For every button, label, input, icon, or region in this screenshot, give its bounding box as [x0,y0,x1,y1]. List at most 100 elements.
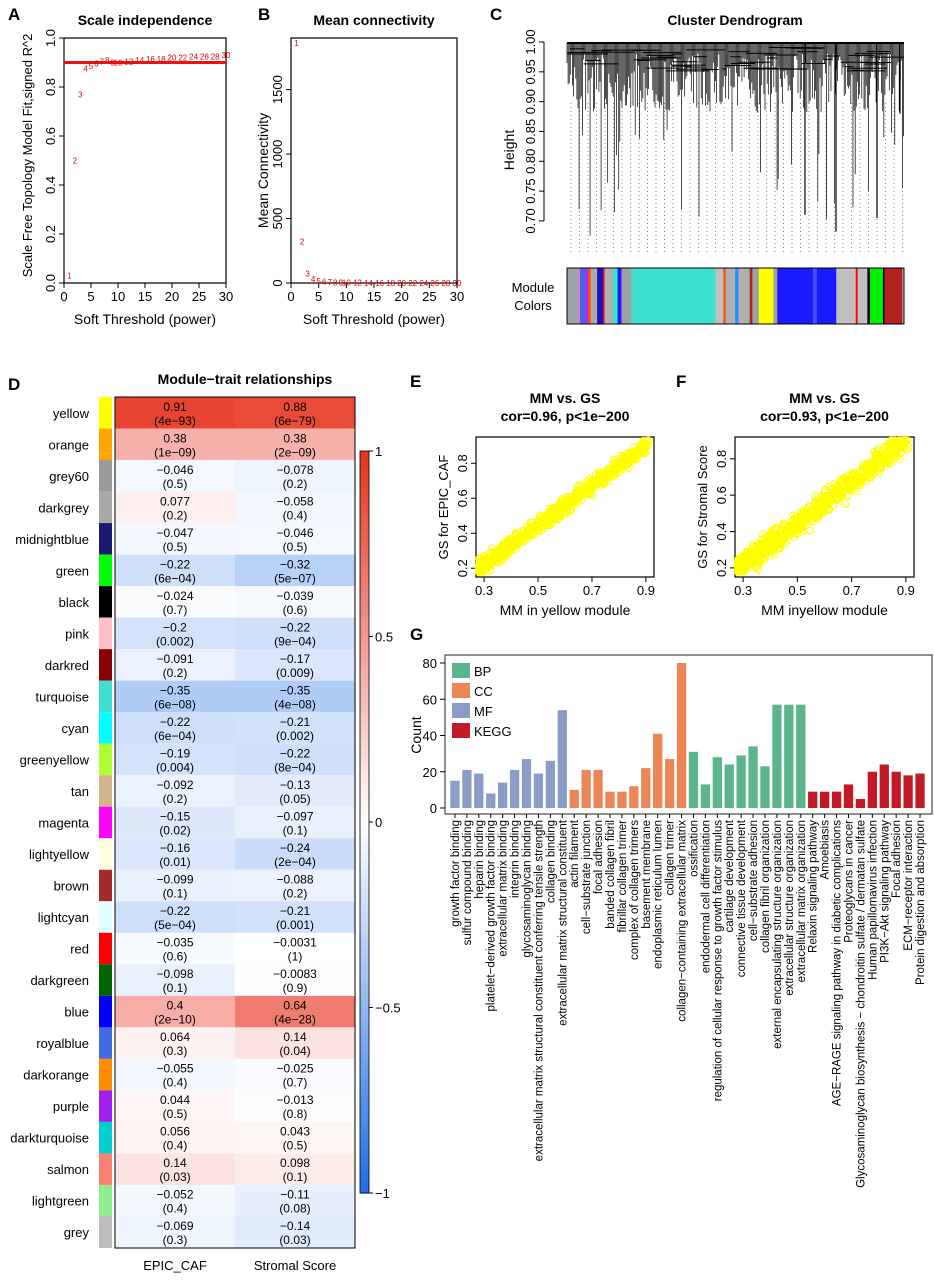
data-point [570,497,579,506]
x-tick-label: 25 [192,289,206,304]
heatmap-cell [235,523,355,555]
data-point [747,559,755,568]
data-point [554,515,563,524]
module-name: blue [64,1005,89,1020]
module-swatch [99,1090,112,1122]
data-point [624,449,633,458]
colorbar-step [360,844,369,853]
bar-bp [688,751,699,808]
panel-label-e: E [410,372,421,391]
data-point [574,488,583,497]
colorbar-step [360,1029,369,1038]
cell-pvalue: (0.009) [276,666,314,680]
data-point [500,545,509,554]
bar-mf [462,769,472,808]
colorbar-step [360,918,369,927]
plot-frame [734,436,915,578]
cell-pvalue: (2e−09) [274,445,316,459]
data-point [539,520,548,528]
colorbar-step [360,1103,369,1112]
module-color-segment [867,268,871,324]
data-point [620,456,629,465]
colorbar-step [360,718,369,727]
data-point [511,529,520,537]
colorbar-step [360,636,369,645]
module-name: darkorange [23,1068,89,1083]
module-name: darkturquoise [10,1131,89,1146]
module-color-segment [882,268,885,324]
module-color-segment [590,268,598,324]
module-swatch [99,869,112,902]
data-point [749,541,757,550]
cell-pvalue: (6e−04) [154,729,196,743]
cell-pvalue: (0.05) [279,792,310,806]
data-point [629,455,637,464]
cell-correlation: −0.098 [156,967,193,981]
cell-pvalue: (0.002) [276,729,314,743]
bar-category-label: collagen−containing extracellular matrix [677,820,689,1022]
cell-correlation: −0.21 [280,904,311,918]
bar-category-label: Protein digestion and absorption [915,820,927,985]
cell-pvalue: (6e−04) [154,571,196,585]
bar-category-label: cartilage development [724,819,736,932]
module-color-segment [869,268,884,324]
bar-category-label: banded collagen fibril [605,820,617,929]
data-point [629,450,638,459]
module-swatch [99,743,112,776]
y-axis-label: Height [501,130,517,171]
colorbar-step [360,599,369,608]
power-point-label: 5 [89,62,94,71]
power-point-label: 12 [353,279,362,288]
bar-category-label: Glycosaminoglycan biosynthesis − chondro… [855,820,867,1188]
colorbar-step [360,614,369,623]
colorbar-step [360,784,369,793]
colorbar-step [360,814,369,823]
panel-label-c: C [490,5,502,24]
bar-category-label: cell−substrate junction [581,820,593,934]
heatmap-cell [115,491,235,524]
bar-category-label: endoplasmic reticulum lumen [653,820,665,969]
data-point [841,500,850,509]
power-point-label: 5 [316,277,321,286]
heatmap-cell [115,680,235,713]
colorbar-step [360,673,369,682]
heatmap-frame [114,396,356,1249]
cell-pvalue: (0.002) [156,634,194,648]
legend-swatch [452,723,470,738]
heatmap-cell [235,680,355,713]
data-point [571,488,580,497]
module-color-segment [723,268,726,324]
data-point [863,459,872,468]
data-point [762,550,771,558]
data-point [839,487,848,496]
heatmap-cell [235,617,355,650]
cell-correlation: −0.22 [280,620,311,634]
heatmap-cell [115,1153,235,1185]
colorbar-tick-label: −1 [375,1186,390,1201]
data-point [777,538,786,547]
y-tick-label: 80 [423,656,437,671]
bar-category-label: extracellular matrix structural constitu… [557,819,569,1026]
colorbar-step [360,458,369,467]
x-tick-label: 0.9 [897,583,915,598]
module-color-bar-frame [566,267,905,325]
module-color-segment [902,268,905,324]
data-point [809,512,818,521]
heatmap-cell [115,460,235,492]
module-swatch [99,649,112,681]
module-swatch [99,680,112,713]
cell-pvalue: (5e−07) [274,571,316,585]
cell-correlation: −0.22 [160,904,191,918]
heatmap-cell [235,775,355,807]
colorbar-step [360,1089,369,1098]
panel-e-mm-vs-gs-caf: 0.3 0.5 0.7 0.9 0.2 0.4 0.6 0.8 MM vs. GS cor=0.9… [436,390,655,618]
heatmap-cell [115,617,235,650]
module-swatch [99,617,112,650]
y-tick-label: 0.8 [43,78,58,96]
y-tick-label: 1500 [270,75,285,104]
x-tick-label: 0 [287,289,294,304]
module-swatch [99,712,112,744]
module-name: darkgreen [30,973,89,988]
bar-category-label: Proteoglycans in cancer [843,820,855,943]
